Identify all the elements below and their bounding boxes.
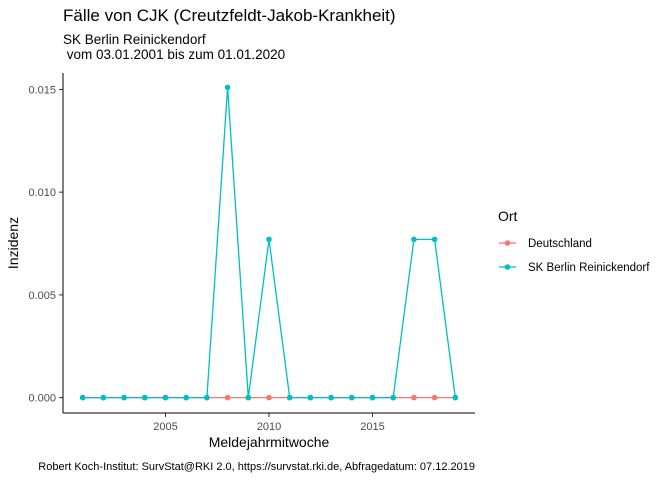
- x-tick-label: 2010: [257, 421, 281, 433]
- x-axis-ticks: 2005 2010 2015: [153, 413, 385, 433]
- legend-key-point: [504, 264, 511, 270]
- data-point: [349, 394, 355, 401]
- y-tick-label: 0.010: [28, 187, 56, 199]
- data-point: [224, 84, 231, 91]
- data-point: [411, 394, 417, 401]
- data-point: [390, 394, 397, 401]
- legend: Deutschland SK Berlin Reinickendorf: [499, 238, 650, 274]
- data-point: [452, 394, 459, 401]
- y-axis-title: Inzidenz: [5, 217, 21, 269]
- chart-subtitle-line1: SK Berlin Reinickendorf: [63, 32, 206, 47]
- data-point: [369, 394, 376, 401]
- data-point: [328, 394, 334, 401]
- legend-label: SK Berlin Reinickendorf: [528, 262, 650, 274]
- series-line-2: [82, 87, 456, 399]
- x-axis-title: Meldejahrmitwoche: [209, 434, 330, 450]
- data-point: [245, 394, 252, 401]
- x-tick-label: 2005: [153, 421, 177, 433]
- legend-label: Deutschland: [528, 238, 592, 250]
- data-point: [431, 236, 438, 243]
- data-point: [224, 394, 231, 401]
- data-point: [411, 236, 417, 243]
- data-point: [286, 394, 293, 401]
- data-point: [121, 394, 127, 401]
- data-point: [266, 394, 272, 401]
- data-point: [79, 394, 86, 401]
- y-axis-ticks: 0.000 0.005 0.010 0.015: [28, 84, 63, 405]
- chart-caption: Robert Koch-Institut: SurvStat@RKI 2.0, …: [38, 461, 475, 473]
- data-point: [100, 394, 107, 401]
- chart-subtitle-line2: vom 03.01.2001 bis zum 01.01.2020: [63, 47, 285, 62]
- y-tick-label: 0.005: [28, 290, 56, 302]
- legend-key-point: [504, 240, 511, 246]
- data-point: [307, 394, 314, 401]
- data-point: [183, 394, 189, 401]
- y-tick-label: 0.000: [28, 393, 56, 405]
- plot-area: [79, 84, 459, 401]
- data-point: [204, 394, 210, 401]
- legend-title: Ort: [498, 208, 518, 224]
- data-point: [431, 394, 438, 401]
- data-point: [141, 394, 148, 401]
- chart-title: Fälle von CJK (Creutzfeldt-Jakob-Krankhe…: [63, 6, 396, 25]
- data-point: [266, 236, 272, 243]
- x-tick-label: 2015: [360, 421, 384, 433]
- y-tick-label: 0.015: [28, 84, 56, 96]
- data-point: [162, 394, 169, 401]
